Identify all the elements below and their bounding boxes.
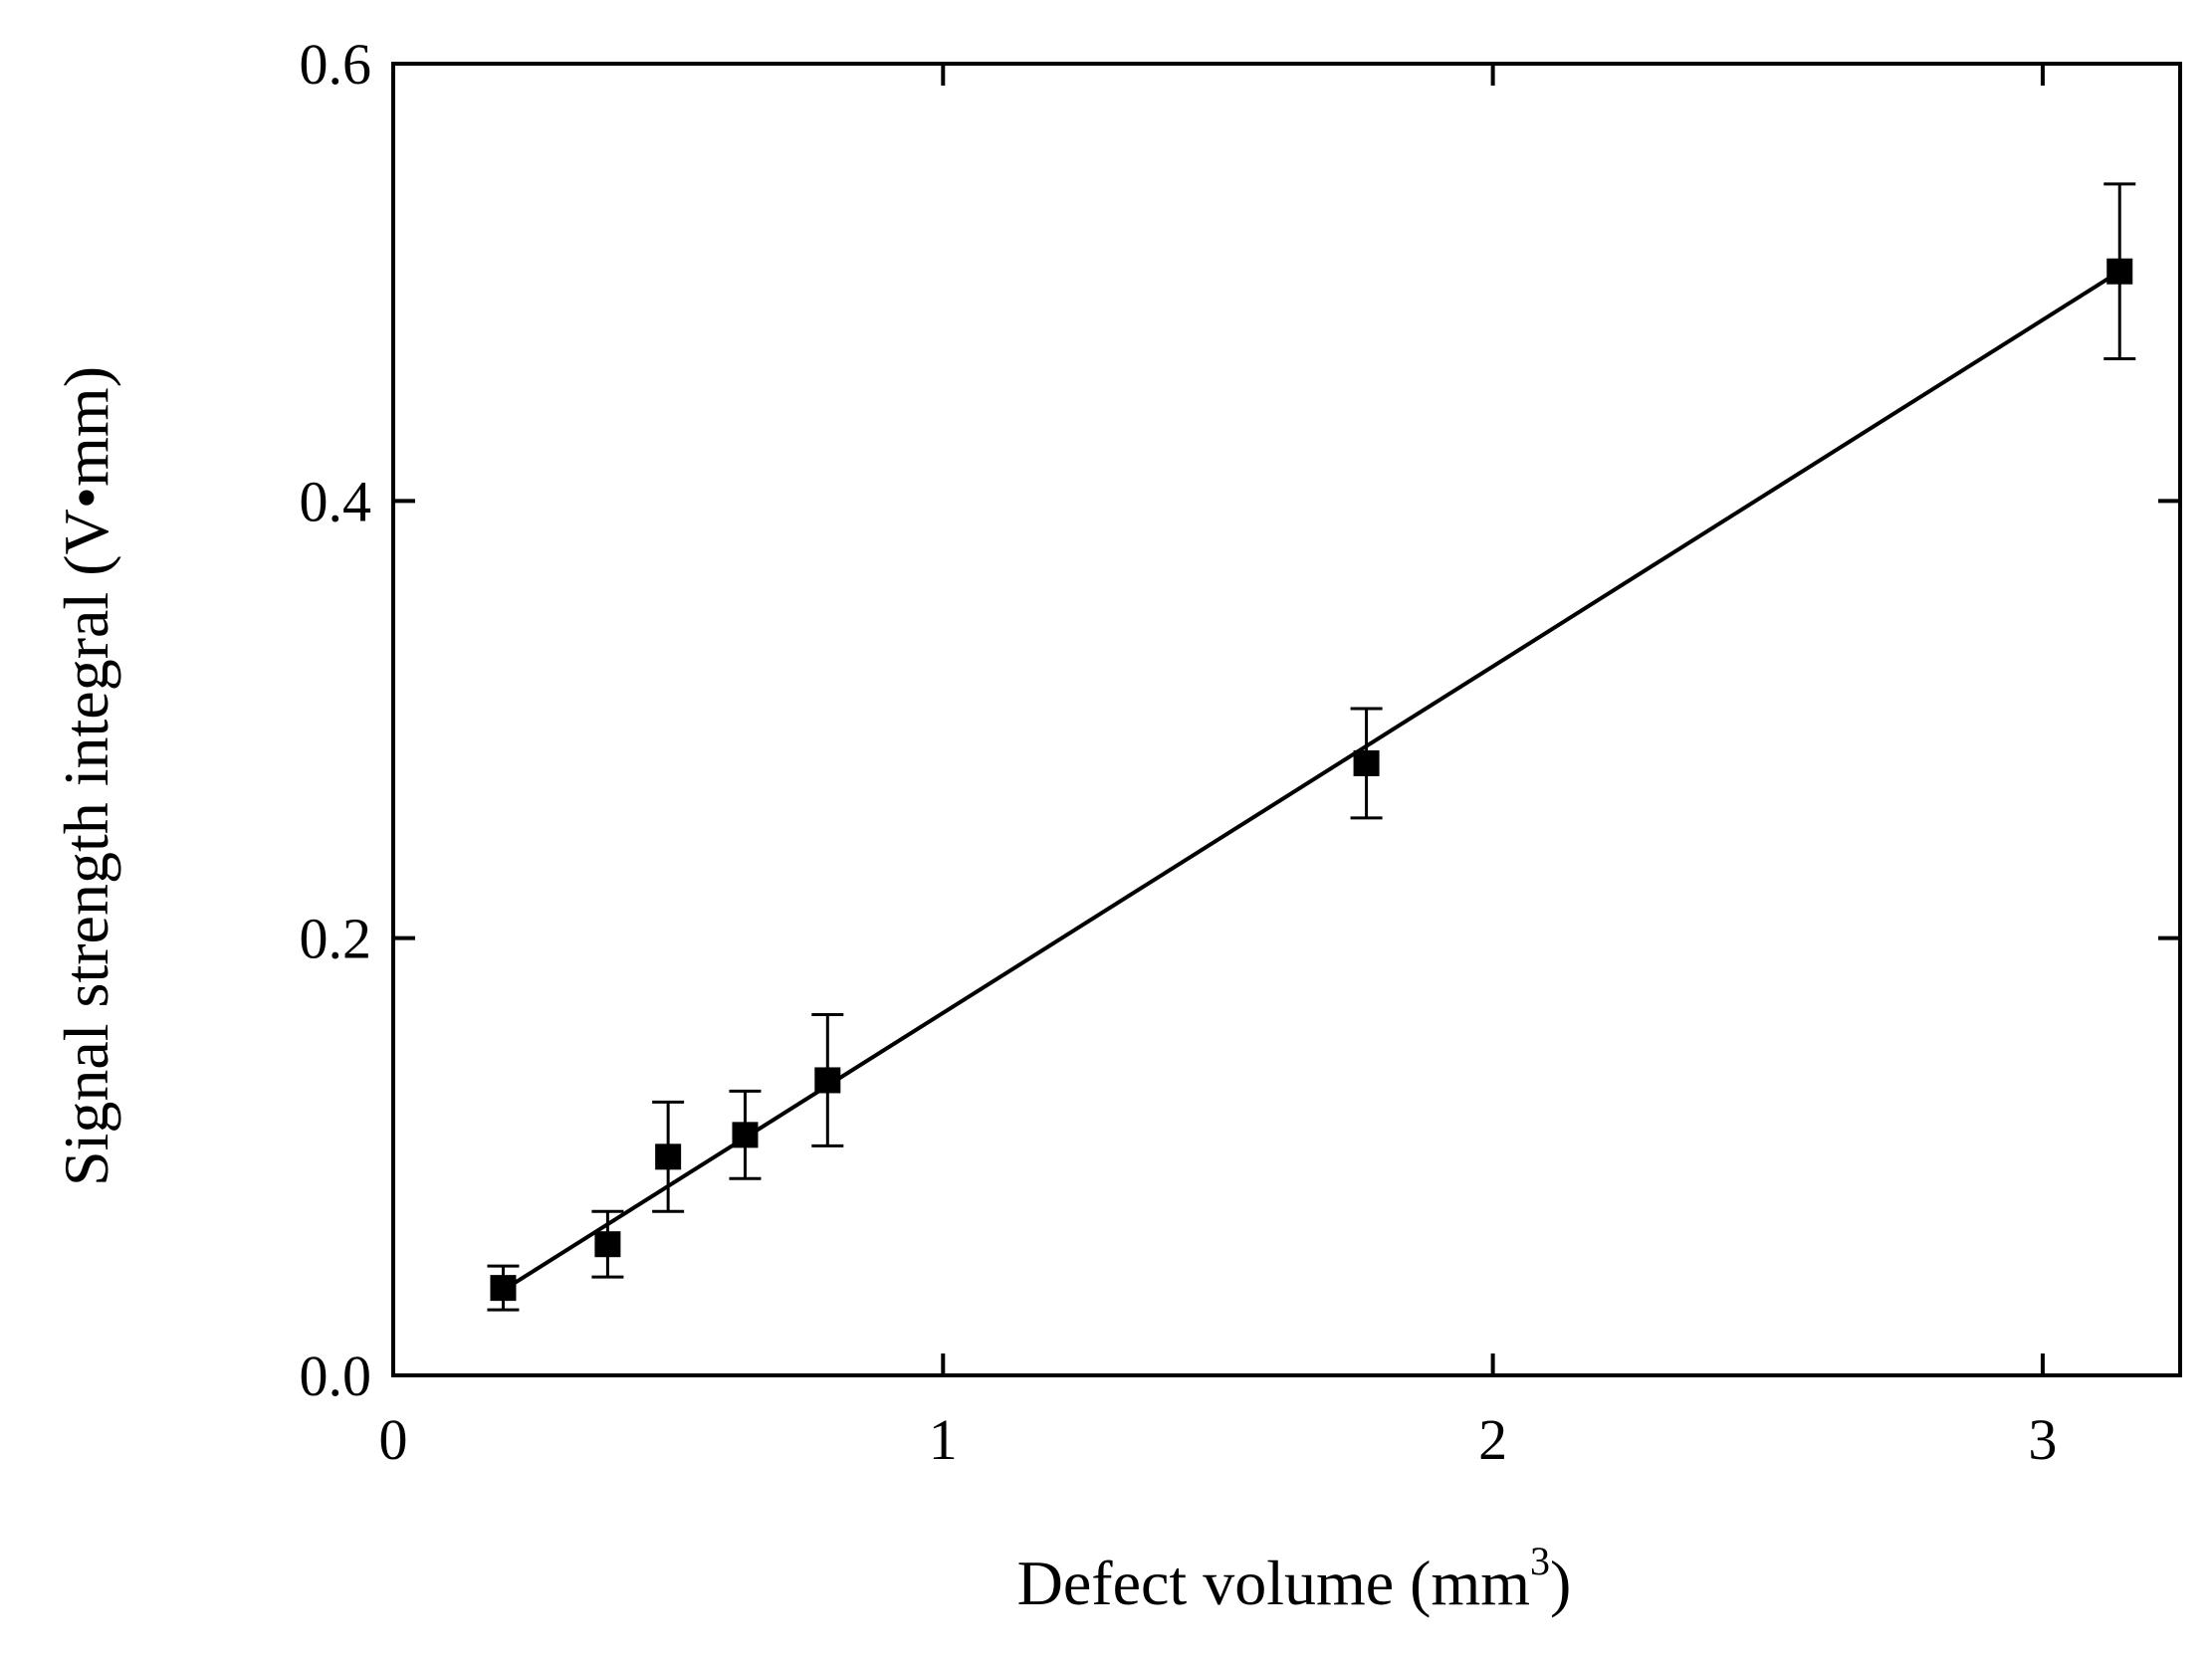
x-tick-label: 1	[929, 1407, 958, 1472]
x-axis-title-text: Defect volume (mm	[1017, 1548, 1530, 1618]
x-tick-label: 3	[2028, 1407, 2057, 1472]
data-point	[2106, 258, 2133, 285]
y-tick-label: 0.2	[300, 907, 372, 971]
plot-layer	[487, 182, 2136, 1312]
x-tick-label: 2	[1478, 1407, 1507, 1472]
y-tick-label: 0.6	[300, 32, 372, 97]
fit-line	[502, 269, 2121, 1293]
data-point	[655, 1143, 682, 1170]
x-axis-title-close: )	[1550, 1548, 1571, 1618]
y-axis-title: Signal strength integral (V•mm)	[51, 366, 121, 1186]
data-point	[732, 1122, 759, 1148]
axes-layer: 0 1 2 3 0.0 0.2 0.4 0.6	[300, 32, 2182, 1472]
plot-frame	[391, 62, 2182, 1377]
data-point	[594, 1231, 621, 1258]
y-tick-label: 0.4	[300, 469, 372, 533]
x-axis-title: Defect volume (mm3)	[1017, 1539, 1572, 1618]
data-point	[1353, 749, 1380, 776]
x-axis-title-superscript: 3	[1530, 1539, 1550, 1583]
x-tick-label: 0	[379, 1407, 408, 1472]
data-point	[490, 1275, 517, 1302]
y-tick-label: 0.0	[300, 1344, 372, 1408]
labels-layer: Defect volume (mm3) Signal strength inte…	[51, 366, 1571, 1618]
data-point	[814, 1067, 841, 1094]
